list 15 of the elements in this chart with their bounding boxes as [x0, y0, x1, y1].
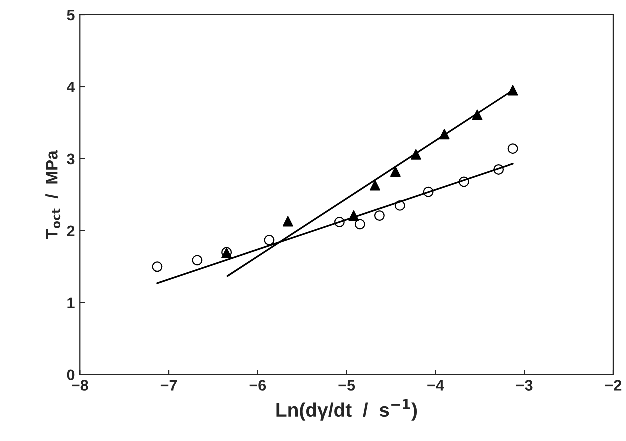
x-tick-label: −6 — [250, 380, 266, 391]
y-axis-title: T$_{oct}$ / MPa — [46, 150, 61, 240]
y-tick-label: 5 — [67, 10, 75, 21]
y-tick-label: 0 — [67, 370, 75, 381]
y-tick-label: 4 — [67, 82, 76, 92]
y-tick-label: 2 — [67, 226, 75, 236]
x-tick-label: −8 — [72, 380, 88, 391]
x-tick-label: −5 — [338, 380, 356, 391]
x-tick-label: −2 — [605, 380, 622, 391]
x-tick-label: −3 — [516, 380, 533, 391]
x-tick-label: −7 — [160, 380, 178, 391]
x-axis-title: Ln(dγ/dt / s$^{−1}$) — [276, 400, 418, 421]
y-tick-label: 3 — [67, 154, 75, 165]
x-tick-label: −4 — [428, 380, 444, 391]
y-tick-label: 1 — [68, 298, 75, 308]
